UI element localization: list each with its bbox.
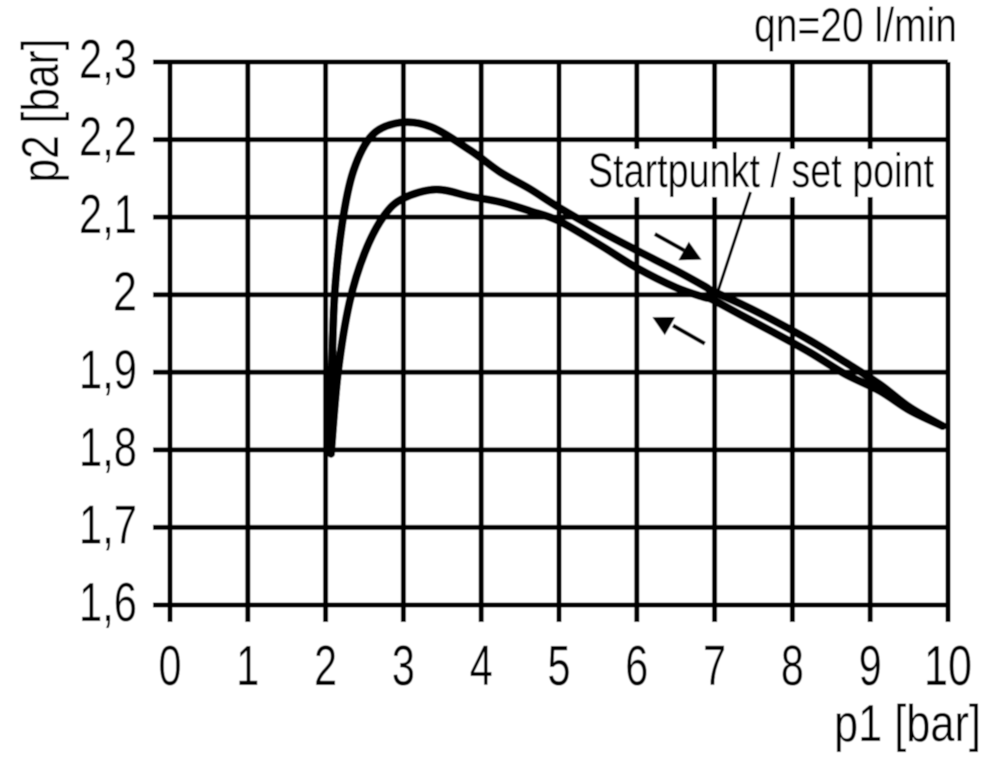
- svg-text:1,8: 1,8: [79, 416, 137, 478]
- svg-text:1: 1: [236, 634, 259, 698]
- svg-text:Startpunkt / set point: Startpunkt / set point: [588, 144, 934, 198]
- svg-text:8: 8: [781, 634, 804, 698]
- svg-text:6: 6: [625, 634, 648, 698]
- svg-text:7: 7: [703, 634, 726, 698]
- svg-text:p1 [bar]: p1 [bar]: [834, 695, 981, 753]
- svg-text:1,9: 1,9: [79, 338, 137, 400]
- svg-text:4: 4: [470, 634, 493, 698]
- svg-text:1,7: 1,7: [79, 493, 137, 555]
- svg-text:p2 [bar]: p2 [bar]: [12, 39, 70, 183]
- svg-text:qn=20 l/min: qn=20 l/min: [754, 0, 957, 53]
- svg-text:10: 10: [924, 634, 972, 698]
- svg-text:9: 9: [859, 634, 882, 698]
- svg-text:2: 2: [314, 634, 337, 698]
- svg-text:0: 0: [159, 634, 182, 698]
- svg-text:2,2: 2,2: [79, 106, 137, 168]
- svg-text:2,1: 2,1: [79, 183, 137, 245]
- svg-text:5: 5: [548, 634, 571, 698]
- svg-text:2: 2: [113, 261, 137, 323]
- svg-text:1,6: 1,6: [79, 571, 137, 633]
- svg-text:3: 3: [392, 634, 415, 698]
- svg-text:2,3: 2,3: [79, 28, 137, 90]
